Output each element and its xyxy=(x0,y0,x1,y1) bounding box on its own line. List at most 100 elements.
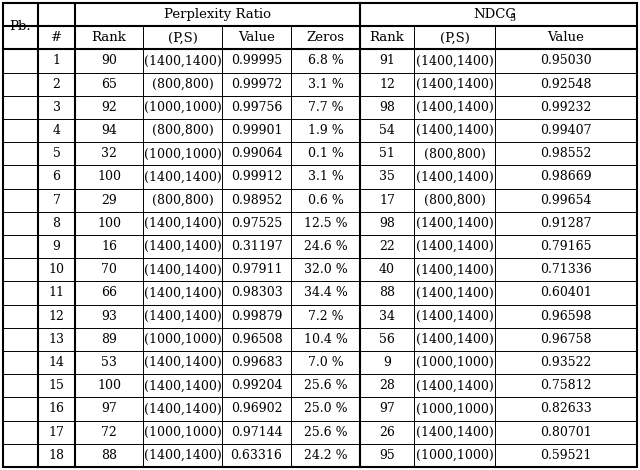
Text: 0.99756: 0.99756 xyxy=(231,101,282,114)
Text: #: # xyxy=(51,31,62,44)
Text: (P,S): (P,S) xyxy=(168,31,197,44)
Text: 94: 94 xyxy=(101,124,117,137)
Text: 88: 88 xyxy=(101,449,117,462)
Text: 0.99901: 0.99901 xyxy=(231,124,282,137)
Text: Pb.: Pb. xyxy=(10,20,31,33)
Text: 0.63316: 0.63316 xyxy=(230,449,282,462)
Text: 28: 28 xyxy=(379,379,395,392)
Text: (1400,1400): (1400,1400) xyxy=(143,402,221,415)
Text: 54: 54 xyxy=(379,124,395,137)
Text: 0.92548: 0.92548 xyxy=(540,78,592,91)
Text: (1400,1400): (1400,1400) xyxy=(143,310,221,323)
Text: 0.93522: 0.93522 xyxy=(540,356,592,369)
Text: 7: 7 xyxy=(52,194,60,207)
Text: 97: 97 xyxy=(379,402,395,415)
Text: 91: 91 xyxy=(379,55,395,68)
Text: (1400,1400): (1400,1400) xyxy=(415,379,493,392)
Text: 0.98552: 0.98552 xyxy=(540,147,592,160)
Text: 13: 13 xyxy=(49,333,65,346)
Text: (1400,1400): (1400,1400) xyxy=(415,287,493,299)
Text: 6.8 %: 6.8 % xyxy=(308,55,344,68)
Text: Zeros: Zeros xyxy=(307,31,344,44)
Text: (1000,1000): (1000,1000) xyxy=(415,449,493,462)
Text: 9: 9 xyxy=(52,240,60,253)
Text: (1000,1000): (1000,1000) xyxy=(143,147,221,160)
Text: 0.96758: 0.96758 xyxy=(540,333,592,346)
Text: 0.1 %: 0.1 % xyxy=(308,147,344,160)
Text: 4: 4 xyxy=(52,124,61,137)
Text: Value: Value xyxy=(548,31,584,44)
Text: Value: Value xyxy=(238,31,275,44)
Text: 0.99204: 0.99204 xyxy=(231,379,282,392)
Text: (1400,1400): (1400,1400) xyxy=(415,217,493,230)
Text: 0.98303: 0.98303 xyxy=(230,287,282,299)
Text: 0.60401: 0.60401 xyxy=(540,287,592,299)
Text: 95: 95 xyxy=(379,449,395,462)
Text: 0.99972: 0.99972 xyxy=(231,78,282,91)
Text: 0.99683: 0.99683 xyxy=(230,356,282,369)
Text: (1400,1400): (1400,1400) xyxy=(415,310,493,323)
Text: (1400,1400): (1400,1400) xyxy=(143,171,221,183)
Text: 92: 92 xyxy=(101,101,117,114)
Text: (1400,1400): (1400,1400) xyxy=(415,240,493,253)
Text: 6: 6 xyxy=(52,171,61,183)
Text: 7.7 %: 7.7 % xyxy=(308,101,343,114)
Text: (1400,1400): (1400,1400) xyxy=(415,78,493,91)
Text: 3.1 %: 3.1 % xyxy=(308,171,344,183)
Text: 25.0 %: 25.0 % xyxy=(304,402,348,415)
Text: 0.99232: 0.99232 xyxy=(540,101,592,114)
Text: (1400,1400): (1400,1400) xyxy=(143,287,221,299)
Text: 17: 17 xyxy=(379,194,395,207)
Text: 98: 98 xyxy=(379,101,395,114)
Text: (1400,1400): (1400,1400) xyxy=(415,171,493,183)
Text: 11: 11 xyxy=(49,287,65,299)
Text: 29: 29 xyxy=(101,194,117,207)
Text: 0.31197: 0.31197 xyxy=(230,240,282,253)
Text: 0.97525: 0.97525 xyxy=(231,217,282,230)
Text: (800,800): (800,800) xyxy=(424,147,485,160)
Text: 0.82633: 0.82633 xyxy=(540,402,592,415)
Text: 0.71336: 0.71336 xyxy=(540,263,592,276)
Text: 3.1 %: 3.1 % xyxy=(308,78,344,91)
Text: 100: 100 xyxy=(97,171,121,183)
Text: 25.6 %: 25.6 % xyxy=(304,426,348,439)
Text: Rank: Rank xyxy=(369,31,404,44)
Text: (800,800): (800,800) xyxy=(424,194,485,207)
Text: 56: 56 xyxy=(379,333,395,346)
Text: (1400,1400): (1400,1400) xyxy=(415,101,493,114)
Text: (1000,1000): (1000,1000) xyxy=(143,426,221,439)
Text: (1400,1400): (1400,1400) xyxy=(143,55,221,68)
Text: (800,800): (800,800) xyxy=(152,124,213,137)
Text: 51: 51 xyxy=(379,147,395,160)
Text: 65: 65 xyxy=(101,78,117,91)
Text: 10: 10 xyxy=(49,263,65,276)
Text: (1400,1400): (1400,1400) xyxy=(143,449,221,462)
Text: 53: 53 xyxy=(101,356,117,369)
Text: 7.2 %: 7.2 % xyxy=(308,310,343,323)
Text: 0.99654: 0.99654 xyxy=(540,194,592,207)
Text: 0.99407: 0.99407 xyxy=(540,124,592,137)
Text: (1000,1000): (1000,1000) xyxy=(143,101,221,114)
Text: (1400,1400): (1400,1400) xyxy=(415,333,493,346)
Text: 0.80701: 0.80701 xyxy=(540,426,592,439)
Text: 0.6 %: 0.6 % xyxy=(308,194,344,207)
Text: 0.59521: 0.59521 xyxy=(540,449,592,462)
Text: 0.91287: 0.91287 xyxy=(540,217,592,230)
Text: 24.2 %: 24.2 % xyxy=(304,449,348,462)
Text: 32.0 %: 32.0 % xyxy=(303,263,348,276)
Text: 17: 17 xyxy=(49,426,65,439)
Text: 0.97911: 0.97911 xyxy=(231,263,282,276)
Text: 0.95030: 0.95030 xyxy=(540,55,592,68)
Text: 34: 34 xyxy=(379,310,395,323)
Text: 1: 1 xyxy=(52,55,61,68)
Text: 0.99995: 0.99995 xyxy=(231,55,282,68)
Text: 0.79165: 0.79165 xyxy=(540,240,592,253)
Text: Rank: Rank xyxy=(92,31,127,44)
Text: 97: 97 xyxy=(101,402,117,415)
Text: 88: 88 xyxy=(379,287,395,299)
Text: (1400,1400): (1400,1400) xyxy=(143,379,221,392)
Text: 8: 8 xyxy=(52,217,61,230)
Text: 25.6 %: 25.6 % xyxy=(304,379,348,392)
Text: 2: 2 xyxy=(52,78,60,91)
Text: 12: 12 xyxy=(379,78,395,91)
